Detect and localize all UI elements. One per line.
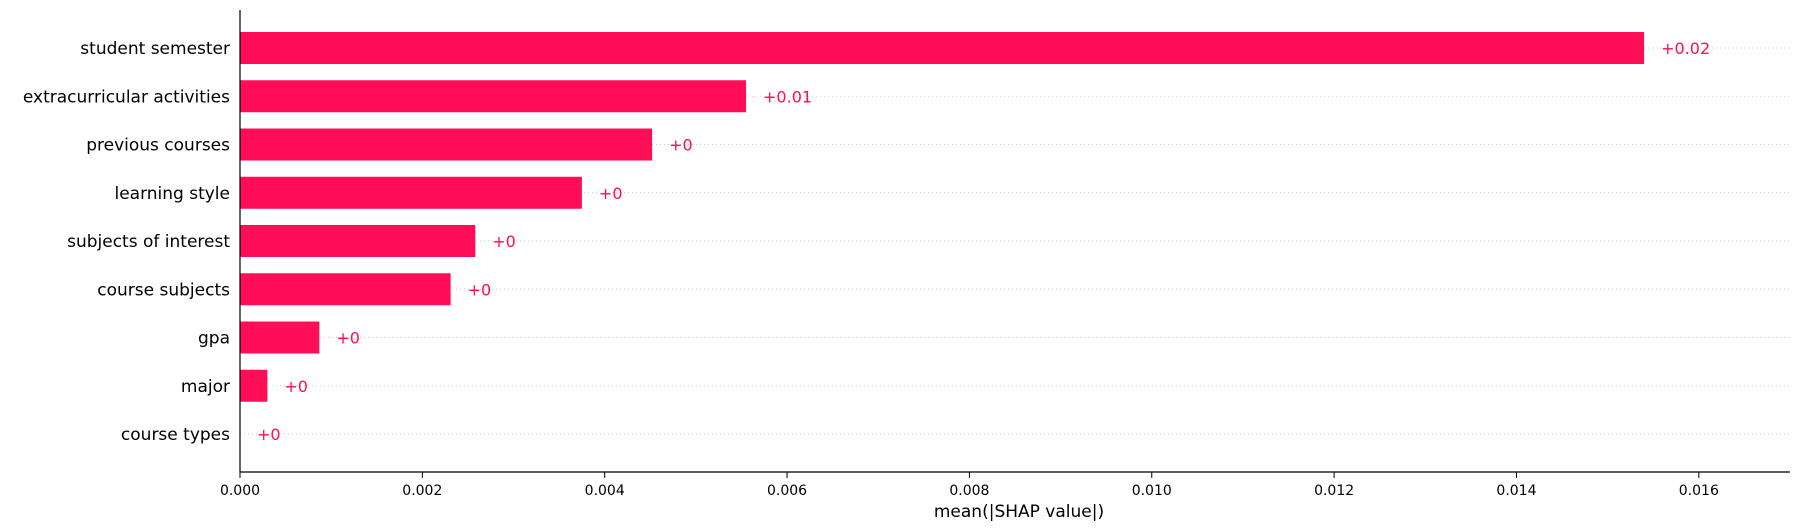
feature-label: student semester xyxy=(80,39,230,59)
bar xyxy=(240,80,747,113)
data-label: +0 xyxy=(257,425,281,444)
feature-label: previous courses xyxy=(86,136,230,156)
bar xyxy=(240,32,1645,64)
bar xyxy=(240,273,451,306)
x-tick-label: 0.010 xyxy=(1132,483,1172,499)
feature-label: gpa xyxy=(198,329,230,349)
bar xyxy=(240,225,476,257)
data-label: +0 xyxy=(336,329,360,348)
x-tick-label: 0.002 xyxy=(402,483,442,499)
feature-label: extracurricular activities xyxy=(23,87,230,107)
data-label: +0 xyxy=(468,280,492,299)
data-label: +0.02 xyxy=(1661,39,1710,58)
x-tick-label: 0.008 xyxy=(949,483,989,499)
data-label: +0 xyxy=(492,232,516,251)
data-label: +0 xyxy=(599,184,623,203)
x-tick-label: 0.016 xyxy=(1679,483,1719,499)
x-tick-label: 0.012 xyxy=(1314,483,1354,499)
bar xyxy=(240,321,320,354)
data-label: +0.01 xyxy=(763,87,812,106)
bar xyxy=(240,128,653,161)
x-tick-label: 0.006 xyxy=(767,483,807,499)
feature-label: course subjects xyxy=(97,280,230,300)
data-label: +0 xyxy=(669,136,693,155)
x-axis-title: mean(|SHAP value|) xyxy=(934,502,1104,522)
feature-label: course types xyxy=(121,425,230,445)
bar xyxy=(240,176,582,209)
bar xyxy=(240,369,268,402)
x-tick-label: 0.000 xyxy=(220,483,260,499)
data-label: +0 xyxy=(284,377,308,396)
feature-label: learning style xyxy=(114,184,230,204)
x-tick-label: 0.014 xyxy=(1496,483,1536,499)
feature-label: major xyxy=(181,377,230,397)
feature-label: subjects of interest xyxy=(67,232,230,252)
x-tick-label: 0.004 xyxy=(585,483,625,499)
